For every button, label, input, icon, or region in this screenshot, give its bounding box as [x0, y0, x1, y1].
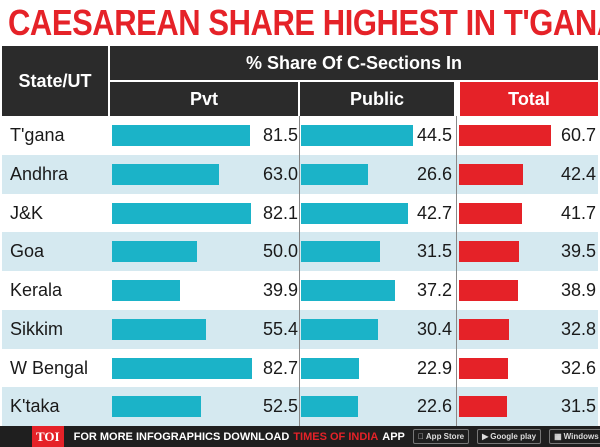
bar-pvt	[112, 357, 252, 379]
bar-pvt	[112, 396, 201, 418]
value-label-total: 32.6	[560, 357, 596, 378]
value-label-total: 38.9	[560, 280, 596, 300]
column-header-public: Public	[300, 82, 454, 116]
bar-total	[459, 125, 551, 146]
bar-pvt	[112, 280, 180, 301]
value-label-public: 22.6	[416, 396, 452, 417]
bar-total	[459, 357, 508, 379]
bar-public	[301, 125, 413, 146]
state-label: Kerala	[10, 280, 63, 300]
google-play-label: Google play	[484, 432, 536, 441]
value-label-pvt: 81.5	[262, 125, 298, 145]
value-label-pvt: 39.9	[262, 280, 298, 300]
bar-pvt	[112, 241, 197, 263]
state-label: T'gana	[10, 125, 65, 145]
value-label-total: 41.7	[560, 202, 596, 223]
state-label: W Bengal	[10, 357, 89, 378]
table-row: W Bengal 82.7 22.9 32.6	[2, 349, 598, 388]
table-row: Kerala 39.9 37.2 38.9	[2, 271, 598, 310]
value-label-pvt: 63.0	[262, 163, 298, 184]
state-label: K'taka	[10, 396, 60, 417]
table-row: Andhra 63.0 26.6 42.4	[2, 154, 598, 194]
value-label-pvt: 82.7	[262, 357, 298, 378]
windows-phone-badge[interactable]: ▦ Windows Phone	[549, 429, 600, 444]
data-table-body: T'gana 81.5 44.5 60.7 Andhra 63.0 26.6 42.4 J&K 8…	[2, 116, 598, 426]
value-label-total: 42.4	[560, 163, 596, 184]
bar-pvt	[112, 163, 219, 185]
state-label: J&K	[10, 202, 44, 223]
value-label-total: 31.5	[560, 396, 596, 417]
bar-total	[459, 318, 509, 340]
value-label-public: 26.6	[416, 163, 452, 184]
value-label-pvt: 82.1	[262, 202, 298, 223]
bar-public	[301, 163, 368, 185]
state-label: Sikkim	[10, 318, 63, 339]
table-row: J&K 82.1 42.7 41.7	[2, 194, 598, 233]
bar-public	[301, 241, 380, 263]
value-label-public: 31.5	[416, 241, 452, 262]
bar-total	[459, 241, 519, 263]
value-label-public: 42.7	[416, 202, 452, 223]
state-label: Andhra	[10, 163, 69, 184]
header-share-group: % Share Of C-Sections In	[110, 46, 598, 80]
table-row: Sikkim 55.4 30.4 32.8	[2, 309, 598, 349]
footer-promo-text: FOR MORE INFOGRAPHICS DOWNLOAD	[73, 430, 290, 443]
column-divider	[456, 116, 457, 426]
state-label: Goa	[10, 241, 45, 262]
value-label-total: 32.8	[560, 318, 596, 339]
table-row: T'gana 81.5 44.5 60.7	[2, 116, 598, 155]
windows-phone-label: Windows Phone	[557, 432, 600, 441]
play-icon: ▶	[476, 432, 488, 441]
value-label-pvt: 55.4	[262, 318, 298, 339]
chart-title: CAESAREAN SHARE HIGHEST IN T'GANA	[8, 2, 600, 43]
bar-total	[459, 202, 522, 224]
value-label-pvt: 52.5	[262, 396, 298, 417]
app-store-badge[interactable]:  App Store	[412, 429, 470, 444]
bar-public	[301, 396, 358, 418]
apple-icon: 	[418, 430, 424, 443]
value-label-public: 22.9	[416, 357, 452, 378]
bar-total	[459, 280, 518, 301]
value-label-public: 37.2	[416, 280, 452, 300]
value-label-total: 39.5	[560, 241, 596, 262]
bar-pvt	[112, 125, 250, 146]
table-row: Goa 50.0 31.5 39.5	[2, 232, 598, 271]
google-play-badge[interactable]: ▶ Google play	[476, 429, 542, 444]
table-row: K'taka 52.5 22.6 31.5	[2, 387, 598, 426]
toi-logo: TOI	[32, 426, 64, 447]
value-label-total: 60.7	[560, 125, 596, 145]
value-label-public: 44.5	[416, 125, 452, 145]
bar-public	[301, 357, 359, 379]
footer-app-text: APP	[382, 430, 405, 443]
bar-pvt	[112, 318, 206, 340]
bar-public	[301, 202, 408, 224]
bar-total	[459, 163, 523, 185]
bar-pvt	[112, 202, 251, 224]
windows-icon: ▦	[548, 432, 562, 441]
value-label-public: 30.4	[416, 318, 452, 339]
footer-brand: TIMES OF INDIA	[293, 430, 379, 443]
column-header-total: Total	[460, 82, 598, 116]
footer-bar: TOI FOR MORE INFOGRAPHICS DOWNLOAD TIMES…	[0, 426, 600, 447]
bar-total	[459, 396, 507, 418]
column-header-pvt: Pvt	[110, 82, 298, 116]
bar-public	[301, 280, 395, 301]
header-state-ut: State/UT	[2, 46, 108, 116]
bar-public	[301, 318, 378, 340]
value-label-pvt: 50.0	[262, 241, 298, 262]
app-store-label: App Store	[419, 432, 464, 441]
column-divider	[299, 116, 300, 426]
